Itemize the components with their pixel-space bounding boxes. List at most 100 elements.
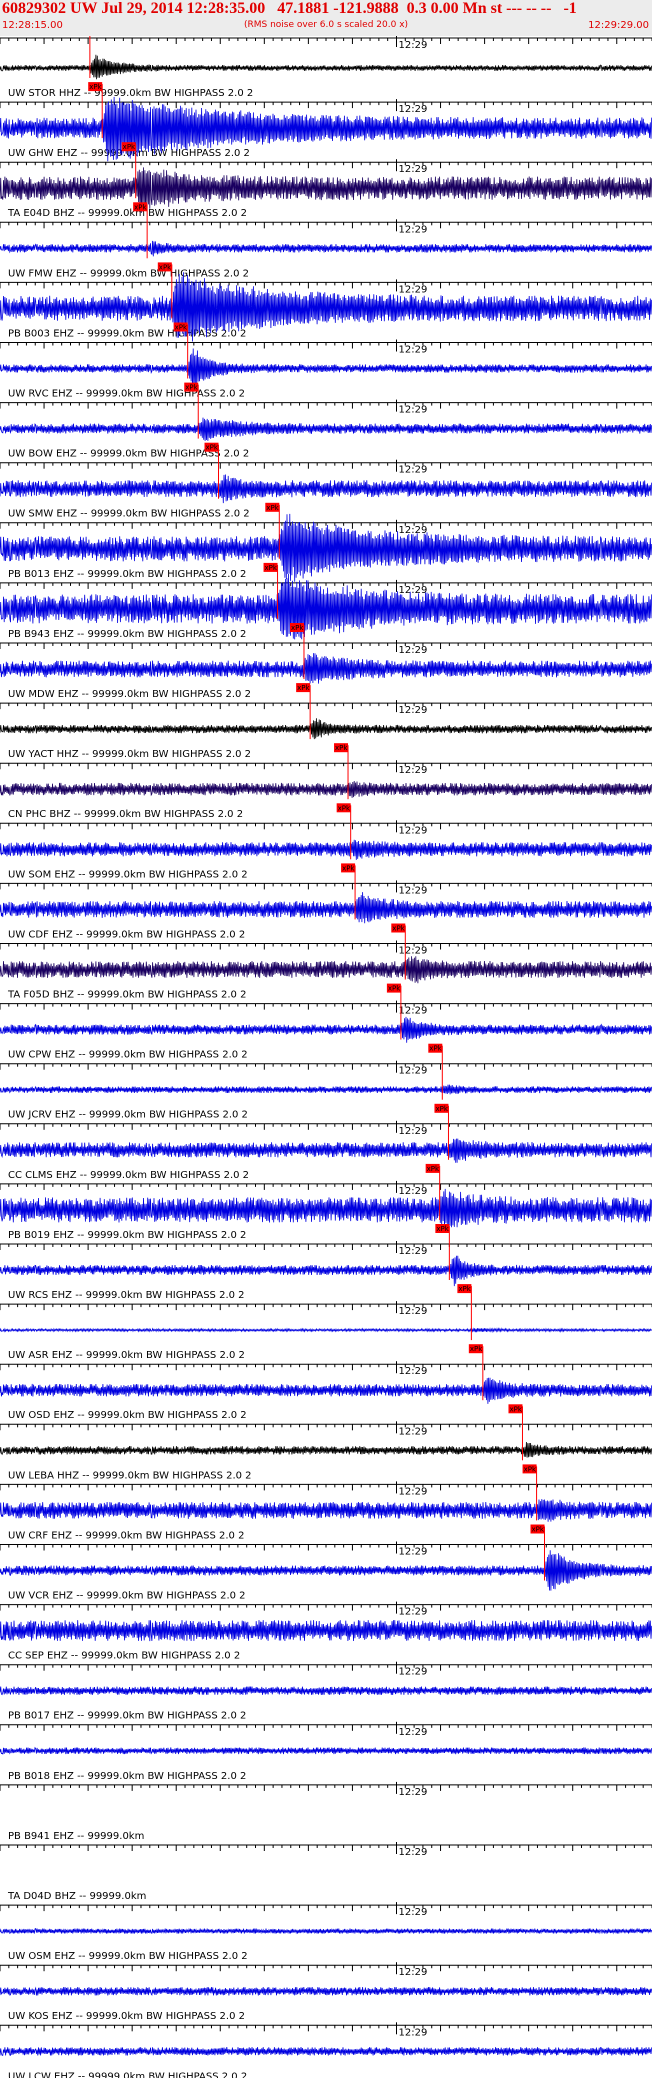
pick-label: xPk	[266, 504, 279, 512]
pick-marker	[425, 1163, 440, 1173]
pick-label: xPk	[524, 1465, 537, 1473]
minute-tick-label: 12:29	[398, 224, 427, 235]
waveform-trace	[0, 348, 652, 391]
minute-tick-label: 12:29	[398, 1066, 427, 1077]
minute-tick-label: 12:29	[398, 345, 427, 356]
trace-label: PB B017 EHZ -- 99999.0km BW HIGHPASS 2.0…	[8, 1711, 246, 1722]
waveform-trace	[0, 1499, 652, 1522]
pick-marker	[88, 82, 103, 92]
pick-marker	[386, 983, 401, 993]
pick-marker	[530, 1524, 545, 1534]
minute-tick-label: 12:29	[398, 825, 427, 836]
waveform-trace	[0, 2046, 652, 2056]
waveform-trace	[0, 892, 652, 924]
trace-label: UW BOW EHZ -- 99999.0km BW HIGHPASS 2.0 …	[8, 449, 249, 460]
pick-label: xPk	[175, 324, 188, 332]
pick-label: xPk	[206, 444, 219, 452]
waveform-trace	[0, 956, 652, 984]
minute-tick-label: 12:29	[398, 1006, 427, 1017]
trace-label: TA E04D BHZ -- 99999.0km BW HIGHPASS 2.0…	[7, 208, 247, 219]
pick-marker	[204, 442, 219, 452]
header-bar: 60829302 UW Jul 29, 2014 12:28:35.00 47.…	[0, 0, 652, 36]
trace-label: UW VCR EHZ -- 99999.0km BW HIGHPASS 2.0 …	[8, 1591, 246, 1602]
waveform-trace	[0, 1746, 652, 1755]
trace-label: UW CDF EHZ -- 99999.0km BW HIGHPASS 2.0 …	[8, 929, 245, 940]
trace-label: UW SMW EHZ -- 99999.0km BW HIGHPASS 2.0 …	[8, 509, 250, 520]
trace-label: PB B013 EHZ -- 99999.0km BW HIGHPASS 2.0…	[8, 569, 246, 580]
pick-label: xPk	[123, 143, 136, 151]
minute-tick-label: 12:29	[398, 1426, 427, 1437]
waveform-trace	[0, 96, 652, 162]
pick-label: xPk	[159, 263, 172, 271]
waveform-trace	[0, 1084, 652, 1095]
waveform-trace	[0, 1986, 652, 1996]
waveform-trace	[0, 417, 652, 441]
minute-tick-label: 12:29	[398, 1727, 427, 1738]
pick-label: xPk	[342, 864, 355, 872]
pick-marker	[336, 803, 351, 813]
pick-marker	[435, 1224, 450, 1233]
minute-tick-label: 12:29	[398, 765, 427, 776]
minute-tick-label: 12:29	[398, 284, 427, 295]
waveform-trace	[0, 1188, 652, 1230]
waveform-trace	[0, 1377, 652, 1404]
trace-label: UW SOM EHZ -- 99999.0km BW HIGHPASS 2.0 …	[8, 869, 248, 880]
trace-label: UW OSD EHZ -- 99999.0km BW HIGHPASS 2.0 …	[8, 1410, 247, 1421]
waveform-trace	[0, 1620, 652, 1642]
pick-label: xPk	[297, 684, 310, 692]
minute-tick-label: 12:29	[398, 645, 427, 656]
trace-label: UW CPW EHZ -- 99999.0km BW HIGHPASS 2.0 …	[8, 1050, 248, 1061]
pick-label: xPk	[388, 985, 401, 993]
pick-label: xPk	[134, 203, 147, 211]
pick-label: xPk	[291, 624, 304, 632]
waveform-trace	[0, 653, 652, 684]
seismogram-plot: 12:29 12:29 12:29 12:29 12:29 12:29 12:29 12:29…	[0, 36, 652, 2078]
waveform-trace	[0, 1327, 652, 1334]
trace-label: UW RCS EHZ -- 99999.0km BW HIGHPASS 2.0 …	[8, 1290, 245, 1301]
minute-tick-label: 12:29	[398, 705, 427, 716]
trace-label: UW YACT HHZ -- 99999.0km BW HIGHPASS 2.0…	[8, 749, 251, 760]
trace-label: PB B003 EHZ -- 99999.0km BW HIGHPASS 2.0…	[8, 328, 246, 339]
plot-subtitle: (RMS noise over 6.0 s scaled 20.0 x)	[243, 20, 409, 30]
waveform-trace	[0, 1016, 652, 1043]
trace-label: TA D04D BHZ -- 99999.0km	[7, 1891, 146, 1902]
pick-label: xPk	[435, 1105, 448, 1113]
trace-label: UW STOR HHZ -- 99999.0km BW HIGHPASS 2.0…	[8, 88, 253, 99]
minute-tick-label: 12:29	[398, 465, 427, 476]
trace-label: UW LCW EHZ -- 99999.0km BW HIGHPASS 2.0 …	[8, 2071, 247, 2078]
minute-tick-label: 12:29	[398, 1787, 427, 1798]
pick-marker	[522, 1464, 537, 1474]
trace-label: CC SEP EHZ -- 99999.0km BW HIGHPASS 2.0 …	[8, 1651, 240, 1662]
minute-tick-label: 12:29	[398, 1607, 427, 1618]
end-time-label: 12:29:29.00	[588, 20, 649, 31]
trace-label: UW RVC EHZ -- 99999.0km BW HIGHPASS 2.0 …	[8, 389, 245, 400]
pick-label: xPk	[429, 1045, 442, 1053]
start-time-label: 12:28:15.00	[2, 20, 63, 31]
pick-marker	[457, 1284, 472, 1294]
waveform-trace	[0, 1138, 652, 1163]
trace-label: PB B019 EHZ -- 99999.0km BW HIGHPASS 2.0…	[8, 1230, 246, 1241]
minute-tick-label: 12:29	[398, 525, 427, 536]
trace-label: UW MDW EHZ -- 99999.0km BW HIGHPASS 2.0 …	[8, 689, 251, 700]
pick-marker	[296, 683, 311, 693]
pick-label: xPk	[335, 744, 348, 752]
pick-marker	[289, 623, 304, 632]
waveform-trace	[0, 1550, 652, 1591]
pick-marker	[157, 262, 172, 272]
minute-tick-label: 12:29	[398, 1907, 427, 1918]
pick-label: xPk	[338, 804, 351, 812]
minute-tick-label: 12:29	[398, 1547, 427, 1558]
minute-tick-label: 12:29	[398, 1366, 427, 1377]
minute-tick-label: 12:29	[398, 104, 427, 115]
pick-label: xPk	[392, 925, 405, 933]
trace-label: UW LEBA HHZ -- 99999.0km BW HIGHPASS 2.0…	[8, 1470, 252, 1481]
pick-marker	[133, 202, 148, 212]
waveform-trace	[0, 474, 652, 504]
waveform-trace	[0, 839, 652, 860]
pick-marker	[341, 863, 356, 873]
waveform-trace	[0, 513, 652, 582]
pick-marker	[263, 562, 278, 572]
minute-tick-label: 12:29	[398, 164, 427, 175]
waveform-trace	[0, 1441, 652, 1458]
minute-tick-label: 12:29	[398, 405, 427, 416]
